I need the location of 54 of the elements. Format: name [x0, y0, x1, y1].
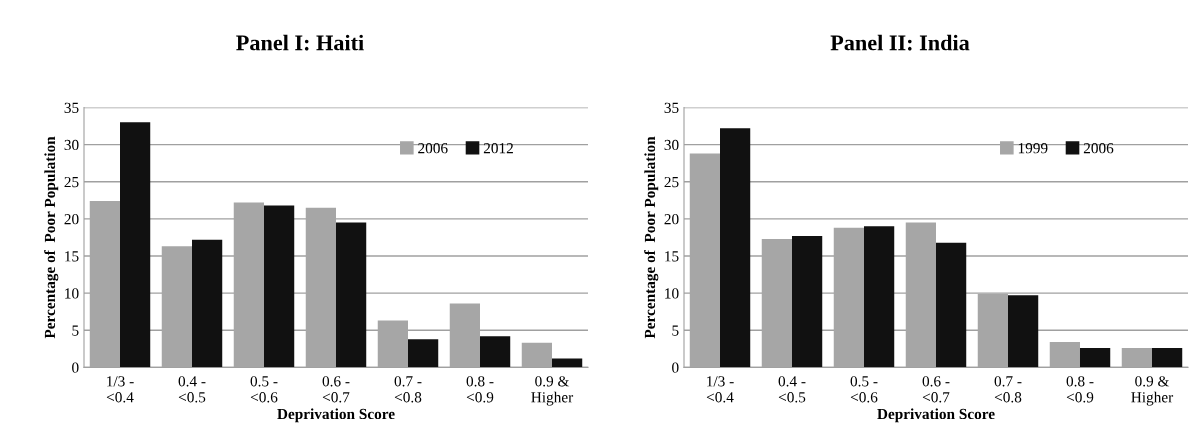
- bar: [192, 239, 223, 368]
- legend-label: 2006: [418, 143, 448, 154]
- bar: [720, 128, 751, 368]
- x-tick-label: 0.9 & Higher: [1131, 376, 1174, 406]
- x-tick-label: 0.5 - <0.6: [250, 376, 278, 403]
- bar: [792, 235, 823, 368]
- bar: [552, 358, 583, 368]
- legend-label: 1999: [1018, 143, 1048, 154]
- y-tick-label: 35: [64, 102, 79, 113]
- y-tick-label: 25: [64, 176, 79, 188]
- y-tick-label: 20: [664, 214, 679, 225]
- bar: [480, 336, 511, 368]
- y-tick-label: 0: [72, 362, 79, 373]
- x-tick-label: 1/3 - <0.4: [106, 376, 134, 403]
- legend-label: 2006: [1083, 143, 1114, 154]
- x-tick-label: 0.5 - <0.6: [850, 376, 878, 403]
- bar: [336, 222, 367, 368]
- chart-title: Panel II: India: [830, 34, 970, 51]
- x-tick-label: 0.8 - <0.9: [466, 376, 494, 403]
- y-tick-label: 0: [672, 362, 679, 373]
- x-tick-label: 0.9 & Higher: [531, 376, 574, 406]
- y-tick-label: 5: [672, 325, 679, 336]
- x-tick-label: 0.8 - <0.9: [1066, 376, 1094, 403]
- legend-label: 2012: [483, 143, 513, 154]
- x-tick-label: 0.6 - <0.7: [922, 376, 950, 403]
- y-tick-label: 35: [664, 102, 679, 113]
- y-tick-label: 10: [665, 288, 679, 299]
- y-tick-label: 15: [65, 251, 79, 262]
- chart-title: Panel I: Haiti: [236, 34, 364, 51]
- bar: [1008, 295, 1039, 368]
- x-tick-label: 0.4 - <0.5: [178, 376, 206, 403]
- bar: [864, 226, 895, 368]
- y-tick-label: 5: [72, 325, 79, 336]
- bar: [120, 122, 151, 368]
- bar: [264, 205, 295, 368]
- y-axis-title: Percentage of Poor Population: [644, 136, 659, 339]
- y-tick-label: 30: [64, 139, 79, 151]
- x-tick-label: 1/3 - <0.4: [706, 376, 734, 403]
- bar: [1152, 348, 1183, 368]
- x-tick-label: 0.7 - <0.8: [994, 376, 1022, 403]
- y-tick-label: 25: [664, 176, 679, 188]
- y-tick-label: 20: [64, 214, 79, 225]
- x-axis-title: Deprivation Score: [277, 408, 395, 423]
- bar: [408, 339, 439, 368]
- y-tick-label: 30: [664, 139, 679, 151]
- y-axis-title: Percentage of Poor Population: [44, 136, 59, 339]
- bar: [936, 242, 967, 368]
- x-tick-label: 0.4 - <0.5: [778, 376, 806, 403]
- y-tick-label: 15: [665, 251, 679, 262]
- x-tick-label: 0.7 - <0.8: [394, 376, 422, 403]
- bar: [1080, 348, 1111, 368]
- x-axis-title: Deprivation Score: [877, 408, 995, 423]
- y-tick-label: 10: [65, 288, 79, 299]
- x-tick-label: 0.6 - <0.7: [322, 376, 350, 403]
